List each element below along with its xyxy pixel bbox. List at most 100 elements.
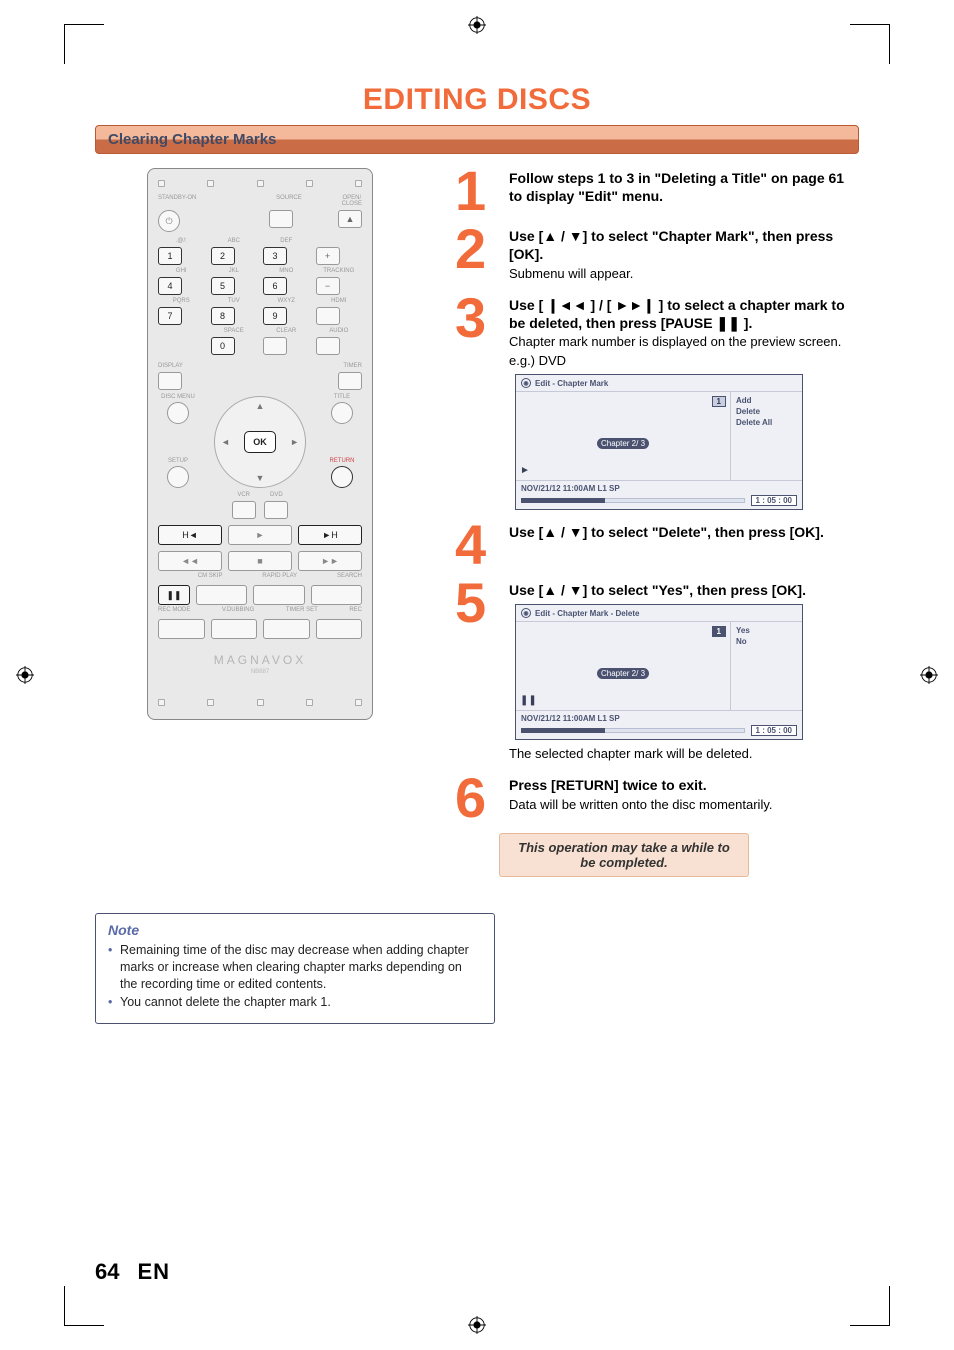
crop-mark-bl [64, 1286, 104, 1326]
keypad-9: 9 [263, 307, 287, 325]
pause-icon: ❚❚ [520, 695, 726, 706]
osd-progress-1 [521, 498, 745, 503]
osd-badge-1: 1 [712, 396, 726, 407]
pause-button: ❚❚ [158, 585, 190, 605]
osd-side-no: No [736, 637, 797, 646]
step-3-normal: Chapter mark number is displayed on the … [509, 334, 859, 351]
step-2-bold: Use [▲ / ▼] to select "Chapter Mark", th… [509, 228, 859, 264]
label-display: DISPLAY [158, 363, 183, 369]
timer-button [338, 372, 362, 390]
keypad-minus: − [316, 277, 340, 295]
osd-time-2: 1 : 05 : 00 [751, 725, 797, 736]
left-arrow-icon: ◄ [221, 437, 230, 447]
power-button: ⏻ [158, 210, 180, 232]
rewind-button: ◄◄ [158, 551, 222, 571]
keypad-plus: + [316, 247, 340, 265]
crop-mark-br [850, 1286, 890, 1326]
step-1: 1 Follow steps 1 to 3 in "Deleting a Tit… [455, 168, 859, 214]
steps-column: 1 Follow steps 1 to 3 in "Deleting a Tit… [455, 168, 859, 877]
section-heading: Clearing Chapter Marks [95, 125, 859, 154]
step-2-normal: Submenu will appear. [509, 266, 859, 283]
osd-side-add: Add [736, 396, 797, 405]
step-3-bold: Use [ ❙◄◄ ] / [ ►►❙ ] to select a chapte… [509, 297, 859, 333]
rapidplay-button [253, 585, 304, 605]
registration-mark-left [16, 666, 34, 684]
step-number-3: 3 [455, 295, 499, 511]
setup-button [167, 466, 189, 488]
note-item-2: You cannot delete the chapter mark 1. [108, 994, 482, 1011]
dvd-icon: ◉ [521, 378, 531, 388]
keypad-6: 6 [263, 277, 287, 295]
registration-mark-bottom [468, 1316, 486, 1334]
step-5-after: The selected chapter mark will be delete… [509, 746, 859, 763]
openclose-button: ▲ [338, 210, 362, 228]
step-6: 6 Press [RETURN] twice to exit. Data wil… [455, 775, 859, 821]
step-number-6: 6 [455, 775, 499, 821]
osd-header-2: Edit - Chapter Mark - Delete [535, 609, 639, 618]
osd-side-deleteall: Delete All [736, 418, 797, 427]
keypad-2: 2 [211, 247, 235, 265]
down-arrow-icon: ▼ [256, 473, 265, 483]
dvd-button [264, 501, 288, 519]
return-button [331, 466, 353, 488]
remote-brand: MAGNAVOX [158, 653, 362, 667]
keypad-0: 0 [211, 337, 235, 355]
label-setup: SETUP [168, 458, 188, 464]
page-title: EDITING DISCS [95, 83, 859, 117]
step-6-bold: Press [RETURN] twice to exit. [509, 777, 859, 795]
skip-next-button: ►H [298, 525, 362, 545]
page-footer: 64 EN [95, 1259, 170, 1285]
step-number-4: 4 [455, 522, 499, 568]
nav-ring: ▲ ▼ ◄ ► OK [214, 396, 306, 488]
registration-mark-right [920, 666, 938, 684]
step-3: 3 Use [ ❙◄◄ ] / [ ►►❙ ] to select a chap… [455, 295, 859, 511]
display-button [158, 372, 182, 390]
label-vcr: VCR [237, 492, 250, 498]
osd-progress-2 [521, 728, 745, 733]
timerset-button [263, 619, 310, 639]
osd-side-delete: Delete [736, 407, 797, 416]
note-box: Note Remaining time of the disc may decr… [95, 913, 495, 1025]
keypad-5: 5 [211, 277, 235, 295]
osd-side-yes: Yes [736, 626, 797, 635]
search-button [311, 585, 362, 605]
keypad-1: 1 [158, 247, 182, 265]
osd-badge-2: 1 [712, 626, 726, 637]
play-button: ► [228, 525, 292, 545]
label-standby: STANDBY-ON [158, 195, 196, 207]
label-openclose: OPEN/ CLOSE [342, 195, 362, 207]
step-6-normal: Data will be written onto the disc momen… [509, 797, 859, 814]
osd-panel-delete: ◉Edit - Chapter Mark - Delete 1 Chapter … [515, 604, 803, 740]
step-1-bold: Follow steps 1 to 3 in "Deleting a Title… [509, 170, 859, 206]
step-number-2: 2 [455, 226, 499, 283]
note-item-1: Remaining time of the disc may decrease … [108, 942, 482, 993]
osd-time-1: 1 : 05 : 00 [751, 495, 797, 506]
step-5-bold: Use [▲ / ▼] to select "Yes", then press … [509, 582, 859, 600]
label-source: SOURCE [276, 195, 302, 207]
keypad-3: 3 [263, 247, 287, 265]
vdubbing-button [211, 619, 258, 639]
stop-button: ■ [228, 551, 292, 571]
step-5: 5 Use [▲ / ▼] to select "Yes", then pres… [455, 580, 859, 763]
ok-button: OK [244, 431, 276, 453]
keypad-4: 4 [158, 277, 182, 295]
registration-mark-top [468, 16, 486, 34]
wait-message: This operation may take a while to be co… [499, 833, 749, 877]
step-4: 4 Use [▲ / ▼] to select "Delete", then p… [455, 522, 859, 568]
osd-chapter-1: Chapter 2/ 3 [597, 438, 649, 449]
step-number-1: 1 [455, 168, 499, 214]
keypad-8: 8 [211, 307, 235, 325]
page-number: 64 [95, 1259, 119, 1285]
skip-prev-button: H◄ [158, 525, 222, 545]
vcr-button [232, 501, 256, 519]
rec-button [316, 619, 363, 639]
remote-illustration: STANDBY-ON SOURCE OPEN/ CLOSE ⏻ ▲ .@/: A… [147, 168, 373, 720]
right-arrow-icon: ► [290, 437, 299, 447]
osd-panel-edit: ◉Edit - Chapter Mark 1 Chapter 2/ 3 ► Ad… [515, 374, 803, 510]
osd-footer-date-1: NOV/21/12 11:00AM L1 SP [521, 484, 797, 493]
note-title: Note [108, 922, 482, 938]
play-icon: ► [520, 465, 726, 476]
crop-mark-tr [850, 24, 890, 64]
keypad-hdmi [316, 307, 340, 325]
cmskip-button [196, 585, 247, 605]
